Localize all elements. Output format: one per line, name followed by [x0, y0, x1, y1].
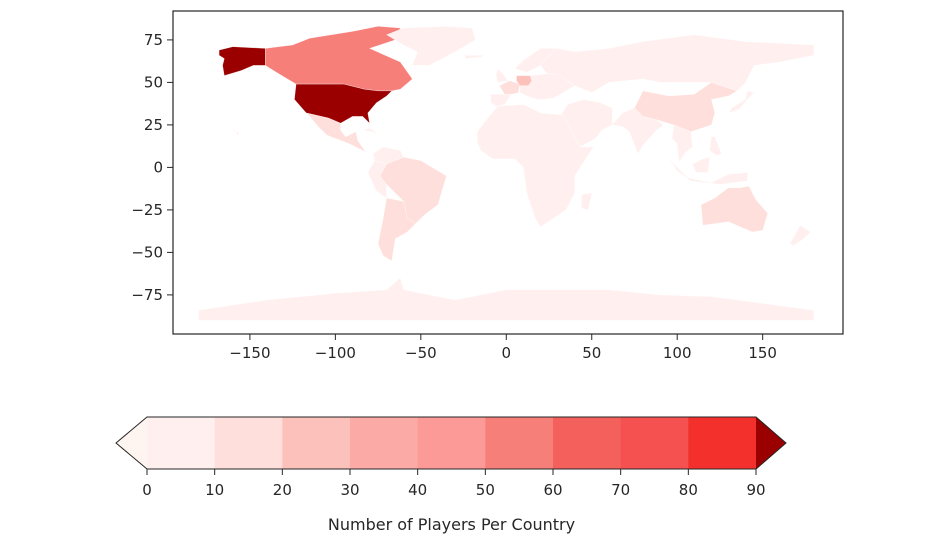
x-tick-label: 50 — [582, 344, 601, 362]
colorbar-bin — [553, 417, 622, 469]
x-axis: −150 −100 −50 0 50 100 150 — [229, 334, 777, 362]
region-spain — [490, 94, 512, 107]
colorbar-tick-label: 0 — [142, 481, 152, 499]
region-france — [499, 80, 521, 95]
colorbar-bin — [282, 417, 351, 469]
x-tick-label: 0 — [502, 344, 512, 362]
colorbar-bin — [485, 417, 554, 469]
colorbar-bin — [688, 417, 757, 469]
region-japan — [728, 90, 755, 114]
colorbar-tick-label: 40 — [408, 481, 427, 499]
region-newzealand — [789, 224, 811, 246]
region-antarctica — [198, 277, 815, 321]
y-axis: 75 50 25 0 −25 −50 −75 — [131, 31, 173, 304]
colorbar-bin — [620, 417, 689, 469]
region-middleeast — [560, 99, 613, 148]
colorbar: 0 10 20 30 40 50 60 70 80 90 — [115, 416, 787, 499]
colorbar-tick-label: 20 — [273, 481, 292, 499]
region-madagascar — [581, 192, 592, 211]
region-hawaii — [232, 129, 240, 136]
region-seasia — [671, 124, 693, 163]
region-australia — [700, 185, 768, 233]
y-tick-label: 25 — [144, 116, 163, 134]
map-frame — [172, 10, 844, 335]
x-tick-label: 100 — [663, 344, 692, 362]
region-greenland — [386, 26, 476, 66]
y-tick-label: 50 — [144, 73, 163, 91]
region-india — [612, 107, 664, 155]
map-panel — [198, 26, 815, 321]
region-uk — [495, 68, 509, 83]
x-tick-label: 150 — [748, 344, 777, 362]
region-peru — [367, 160, 387, 199]
y-tick-label: −50 — [131, 243, 163, 261]
colorbar-tick-label: 30 — [340, 481, 359, 499]
colorbar-under-extension — [116, 417, 147, 469]
region-russia — [540, 34, 815, 93]
x-tick-label: −100 — [315, 344, 356, 362]
colorbar-tick-label: 50 — [476, 481, 495, 499]
region-china — [634, 82, 738, 132]
colorbar-label: Number of Players Per Country — [328, 515, 575, 534]
colorbar-tick-label: 60 — [543, 481, 562, 499]
y-tick-label: 75 — [144, 31, 163, 49]
region-alaska — [218, 46, 266, 76]
colorbar-tick-label: 90 — [746, 481, 765, 499]
y-tick-label: −75 — [131, 286, 163, 304]
x-tick-label: −150 — [229, 344, 270, 362]
colorbar-bin — [350, 417, 419, 469]
region-mexico — [305, 112, 370, 154]
region-cuba — [362, 128, 379, 134]
colorbar-tick-label: 10 — [205, 481, 224, 499]
colorbar-tick-label: 80 — [679, 481, 698, 499]
colorbar-over-extension — [756, 417, 786, 469]
region-philippines — [709, 136, 722, 156]
y-tick-label: −25 — [131, 201, 163, 219]
region-borneo — [692, 157, 710, 173]
region-argentina — [377, 197, 416, 262]
colorbar-tick-label: 70 — [611, 481, 630, 499]
colorbar-bin — [214, 417, 283, 469]
region-iceland — [465, 55, 483, 59]
y-tick-label: 0 — [153, 158, 163, 176]
colorbar-bin — [147, 417, 216, 469]
colorbar-bin — [417, 417, 486, 469]
region-africa — [477, 104, 594, 228]
region-indonesia — [668, 158, 748, 185]
x-tick-label: −50 — [405, 344, 437, 362]
